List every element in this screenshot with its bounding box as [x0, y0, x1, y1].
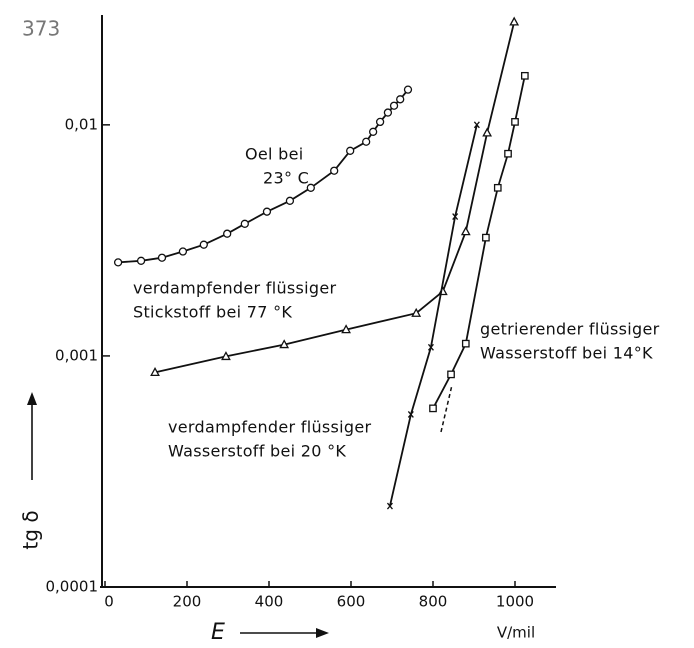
x-tick-label: 800 [419, 593, 448, 611]
marker [427, 343, 434, 351]
x-tick-label: 1000 [496, 593, 534, 611]
marker [346, 146, 355, 155]
marker [157, 253, 167, 262]
x-tick-label: 600 [337, 593, 366, 611]
annotation: verdampfender flüssiger [168, 418, 372, 437]
y-tick-label: 0,0001 [46, 578, 99, 596]
page-number: 373 [22, 17, 60, 41]
marker [262, 207, 272, 216]
marker [407, 411, 414, 418]
annotation: Wasserstoff bei 20 °K [168, 442, 346, 461]
marker [452, 213, 459, 220]
marker [330, 166, 339, 175]
marker [482, 127, 493, 137]
marker [375, 117, 385, 127]
marker [279, 339, 290, 349]
marker [240, 219, 249, 228]
annotation: getrierender flüssiger [480, 320, 660, 339]
marker [493, 183, 502, 192]
marker [306, 183, 315, 192]
marker [411, 307, 422, 317]
marker [178, 247, 188, 256]
marker [362, 137, 371, 146]
annotation: 23° C [263, 169, 309, 188]
marker [150, 366, 160, 377]
marker [461, 339, 470, 348]
x-axis-label: E [211, 620, 225, 645]
annotation: verdampfender flüssiger [133, 279, 337, 298]
marker [368, 127, 378, 136]
y-arrow-head [27, 392, 37, 405]
y-tick-label: 0,01 [65, 115, 98, 133]
x-unit: V/mil [497, 624, 535, 642]
marker [429, 404, 437, 413]
marker [403, 85, 413, 94]
marker [389, 101, 399, 110]
marker [285, 196, 295, 205]
marker [113, 258, 123, 267]
marker [221, 351, 231, 361]
x-arrow-head [316, 628, 329, 638]
marker [473, 121, 480, 129]
marker [223, 229, 232, 238]
annotation: Stickstoff bei 77 °K [133, 303, 292, 322]
annotation: Wasserstoff bei 14°K [480, 344, 653, 363]
marker [136, 256, 146, 265]
marker [520, 71, 529, 80]
marker [383, 108, 393, 117]
x-tick-label: 0 [104, 593, 114, 611]
y-tick-label: 0,001 [55, 346, 98, 364]
marker [341, 324, 351, 334]
marker [509, 16, 520, 26]
marker [199, 240, 208, 249]
marker [482, 233, 490, 242]
y-axis-label: tg δ [19, 510, 43, 549]
x-tick-label: 400 [255, 593, 284, 611]
marker [504, 149, 512, 158]
marker [447, 370, 455, 379]
annotation: Oel bei [245, 145, 304, 164]
x-tick-label: 200 [173, 593, 202, 611]
dashed-extension [440, 384, 453, 433]
marker [396, 95, 405, 104]
marker [386, 502, 393, 510]
marker [511, 118, 519, 126]
marker [460, 226, 471, 236]
series-line [432, 75, 526, 409]
